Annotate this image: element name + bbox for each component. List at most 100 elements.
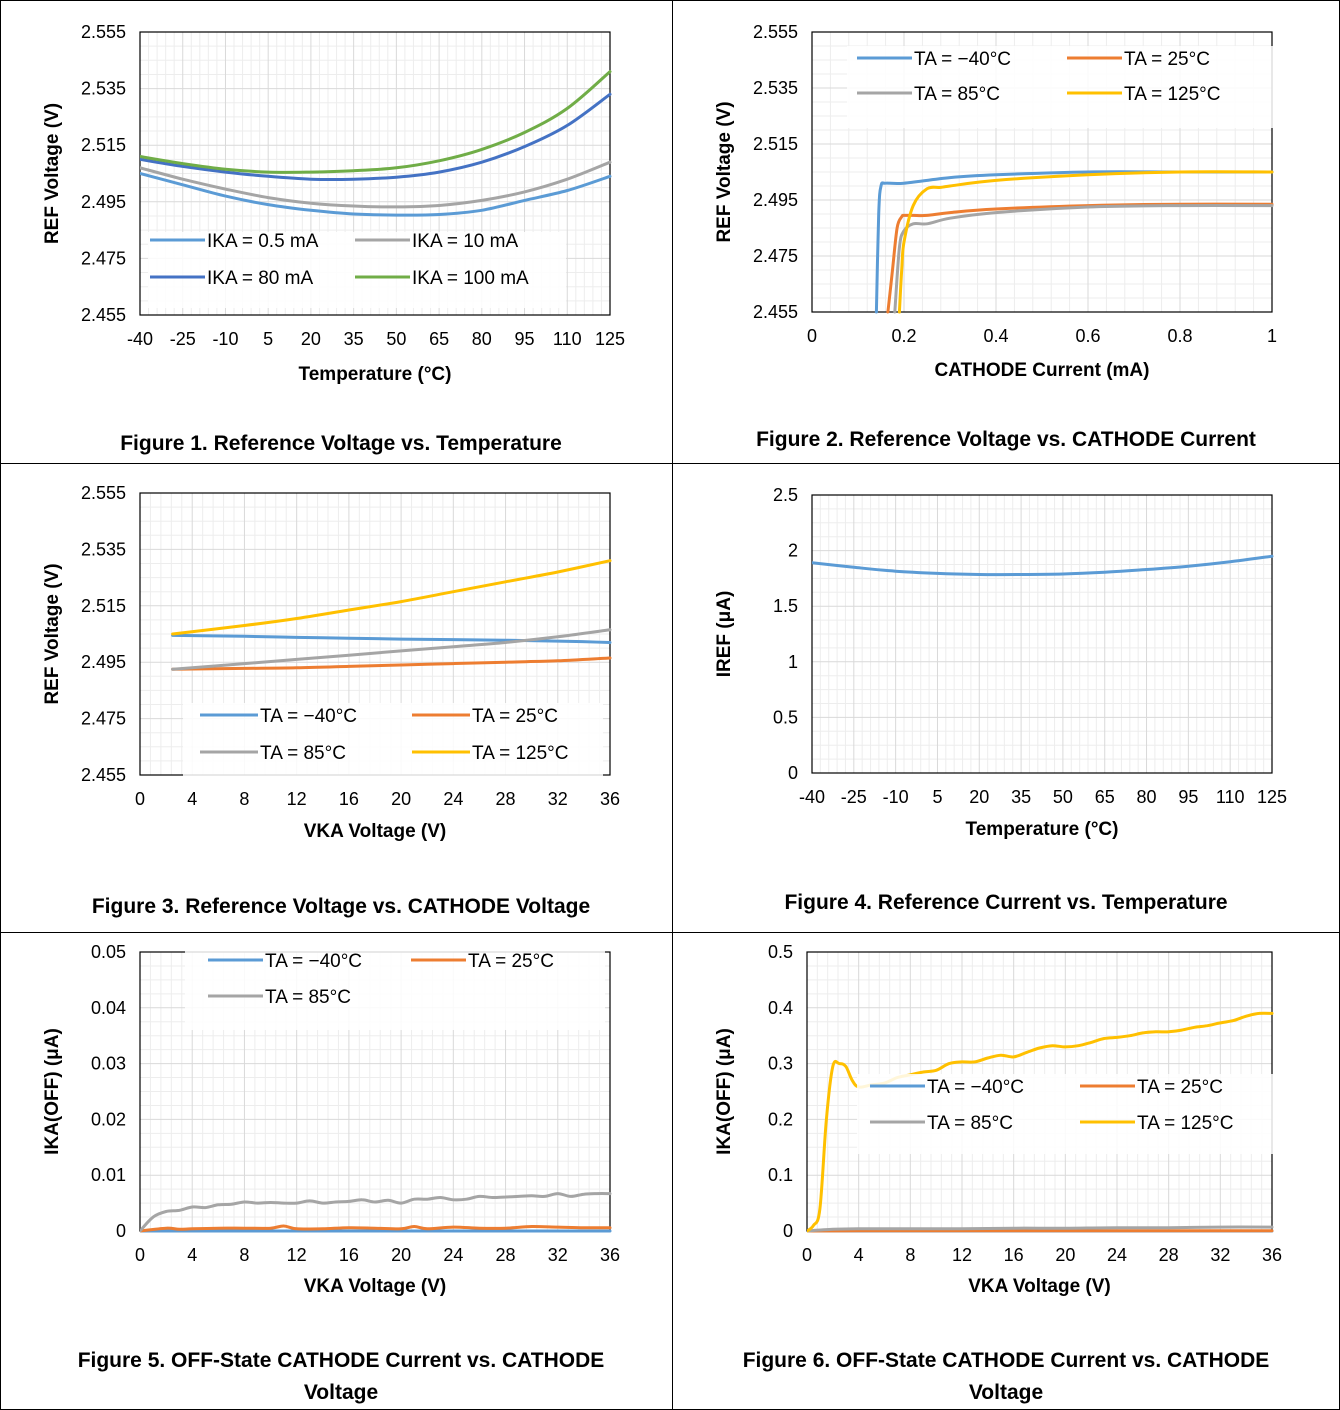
x-tick-label: 65 (1095, 787, 1115, 807)
series-line-2 (171, 656, 612, 671)
x-tick-label: 125 (595, 329, 625, 349)
x-tick-label: 16 (339, 789, 359, 809)
x-tick-label: 20 (391, 789, 411, 809)
series-line-3 (171, 628, 612, 671)
x-tick-label: -25 (170, 329, 196, 349)
series-line-2 (140, 1224, 612, 1233)
x-tick-label: 65 (429, 329, 449, 349)
column-divider (672, 0, 673, 1410)
y-axis-label: IREF (μA) (714, 591, 735, 678)
x-tick-label: 35 (1011, 787, 1031, 807)
y-axis-label: REF Voltage (V) (714, 101, 735, 242)
y-tick-label: 2.495 (753, 190, 798, 210)
figure-6-caption: Figure 6. OFF-State CATHODE Current vs. … (742, 1349, 1270, 1404)
y-tick-label: 0.4 (768, 998, 793, 1018)
figure-4-caption: Figure 4. Reference Current vs. Temperat… (784, 891, 1228, 914)
legend-label-2: TA = 25°C (1124, 49, 1210, 70)
figure-3-cell: 0 4 8 12 16 20 24 28 32 36 2.455 2.475 2.495 2.515 2.5… (0, 463, 672, 932)
x-tick-label: 5 (932, 787, 942, 807)
y-tick-label: 1.5 (773, 596, 798, 616)
figure-5-chart: 0 4 8 12 16 20 24 28 32 36 0 0.01 0.02 0.03 0.04 0.05 VK… (42, 942, 620, 1297)
y-tick-label: 2.555 (81, 483, 126, 503)
x-tick-label: 20 (301, 329, 321, 349)
series-line-4 (807, 1011, 1274, 1233)
legend-label-3: TA = 85°C (927, 1113, 1013, 1134)
series-line-1 (140, 172, 612, 217)
x-tick-label: 50 (386, 329, 406, 349)
y-tick-label: 0.04 (91, 998, 126, 1018)
legend-label-4: IKA = 100 mA (412, 268, 529, 289)
x-axis-label: Temperature (°C) (966, 819, 1119, 840)
y-tick-label: 2.455 (81, 765, 126, 785)
x-tick-label: 95 (1178, 787, 1198, 807)
y-tick-label: 2.515 (81, 135, 126, 155)
legend-label-1: TA = −40°C (914, 49, 1011, 70)
y-tick-label: 2.495 (81, 192, 126, 212)
x-tick-label: 20 (1055, 1245, 1075, 1265)
y-tick-label: 2.455 (753, 302, 798, 322)
figure-4-chart: -40 -25 -10 5 20 35 50 65 80 95 110 125 0 0.5 1 1.5 2 2.5… (714, 485, 1287, 840)
x-tick-label: 16 (339, 1245, 359, 1265)
figure-4-cell: -40 -25 -10 5 20 35 50 65 80 95 110 125 0 0.5 1 1.5 2 2.5… (672, 463, 1340, 932)
figure-2-cell: 0 0.2 0.4 0.6 0.8 1 2.455 2.475 2.495 2.515 2.535 2… (672, 0, 1340, 463)
figure-1-caption: Figure 1. Reference Voltage vs. Temperat… (120, 432, 562, 455)
y-tick-label: 2.515 (81, 596, 126, 616)
y-tick-label: 1 (788, 652, 798, 672)
x-tick-label: 32 (1210, 1245, 1230, 1265)
figure-2-chart: 0 0.2 0.4 0.6 0.8 1 2.455 2.475 2.495 2.515 2.535 2… (714, 22, 1277, 381)
series-line-4 (140, 70, 612, 174)
x-tick-label: 24 (443, 789, 463, 809)
y-tick-label: 2.555 (753, 22, 798, 42)
x-tick-label: 36 (600, 1245, 620, 1265)
x-tick-label: 110 (1216, 787, 1245, 807)
x-tick-label: 20 (969, 787, 989, 807)
series-line-3 (140, 92, 612, 181)
x-tick-label: 0.6 (1075, 326, 1100, 346)
legend-background (857, 1074, 1275, 1154)
x-tick-label: 36 (600, 789, 620, 809)
x-tick-label: 32 (548, 789, 568, 809)
y-axis-label: IKA(OFF) (μA) (42, 1028, 63, 1155)
y-tick-label: 0 (788, 763, 798, 783)
x-tick-label: 0.8 (1167, 326, 1192, 346)
y-tick-label: 2.475 (81, 248, 126, 268)
y-tick-label: 2.535 (81, 539, 126, 559)
figure-6-chart: 0 4 8 12 16 20 24 28 32 36 0 0.1 0.2 0.3 0.4 0.5 VKA Vol… (714, 942, 1282, 1297)
x-tick-label: -40 (799, 787, 825, 807)
y-tick-label: 2.535 (753, 78, 798, 98)
figure-1-chart: -40 -25 -10 5 20 35 50 65 80 95 110 125 2.455 2.475 2.… (42, 22, 625, 385)
legend-label-1: IKA = 0.5 mA (207, 231, 319, 252)
x-axis-label: CATHODE Current (mA) (935, 360, 1150, 381)
series-line-1 (812, 554, 1274, 577)
x-axis-label: VKA Voltage (V) (304, 821, 447, 842)
x-tick-label: 4 (187, 789, 197, 809)
y-tick-label: 0.3 (768, 1054, 793, 1074)
y-axis-label: REF Voltage (V) (42, 103, 63, 244)
legend-label-4: TA = 125°C (472, 743, 569, 764)
series-line-3 (140, 1192, 612, 1233)
y-tick-label: 0 (116, 1221, 126, 1241)
y-tick-label: 2.535 (81, 79, 126, 99)
x-tick-label: 16 (1004, 1245, 1024, 1265)
legend-label-3: TA = 85°C (914, 84, 1000, 105)
x-tick-label: 0 (807, 326, 817, 346)
x-tick-label: 0 (135, 789, 145, 809)
x-tick-label: 80 (472, 329, 492, 349)
plot-area-frame (811, 494, 1273, 774)
x-tick-label: 125 (1257, 787, 1287, 807)
y-tick-label: 2.475 (753, 246, 798, 266)
x-tick-label: 28 (496, 789, 516, 809)
legend-label-2: IKA = 10 mA (412, 231, 518, 252)
x-tick-label: 110 (553, 329, 582, 349)
y-tick-label: 0.01 (91, 1165, 126, 1185)
legend-label-1: TA = −40°C (927, 1077, 1024, 1098)
series-line-4 (171, 559, 612, 636)
x-tick-label: -10 (212, 329, 238, 349)
legend-label-2: TA = 25°C (1137, 1077, 1223, 1098)
minor-gridlines (807, 952, 1272, 1231)
y-tick-label: 0.03 (91, 1054, 126, 1074)
figure-1-cell: -40 -25 -10 5 20 35 50 65 80 95 110 125 2.455 2.475 2.… (0, 0, 672, 463)
legend-label-2: TA = 25°C (472, 706, 558, 727)
y-tick-label: 2 (788, 541, 798, 561)
y-tick-label: 2.475 (81, 709, 126, 729)
